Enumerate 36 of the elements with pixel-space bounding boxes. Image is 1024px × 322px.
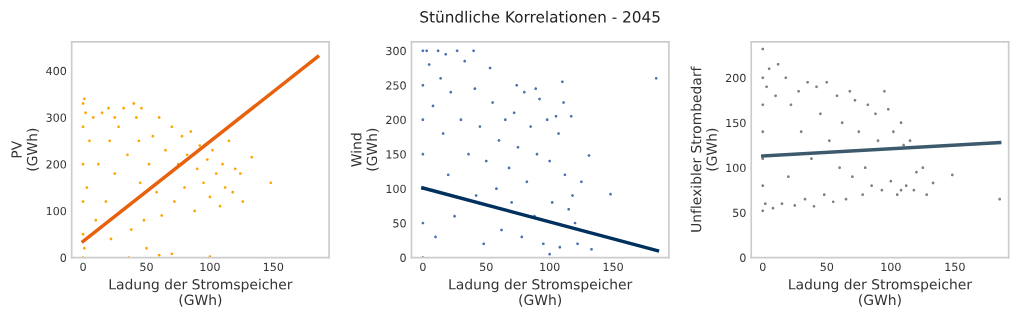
y-tick-label: 100 [386,184,406,194]
y-tick-label: 100 [726,163,746,173]
x-tick-label: 100 [540,262,560,272]
chart-title: Stündliche Korrelationen - 2045 [420,10,660,23]
y-tick-label: 0 [60,253,67,262]
x-tick-label: 100 [881,262,901,272]
x-axis-title: Ladung der Stromspeicher (GWh) [449,278,633,307]
y-tick-label: 0 [400,253,406,262]
x-tick-label: 0 [759,262,766,272]
x-tick-label: 0 [80,262,86,272]
y-tick-label: 200 [725,73,746,83]
x-tick-label: 150 [603,262,623,272]
y-tick-label: 300 [46,113,67,122]
y-axis-title: Wind (GWh) [350,128,379,171]
x-tick-label: 50 [480,262,493,272]
x-tick-label: 0 [420,262,426,272]
x-axis-title: Ladung der Stromspeicher (GWh) [789,278,973,307]
y-tick-label: 150 [726,118,746,128]
y-tick-label: 50 [393,219,406,228]
y-tick-label: 250 [386,81,406,90]
y-tick-label: 100 [46,206,67,216]
y-tick-label: 200 [46,160,67,169]
x-axis-title: Ladung der Stromspeicher (GWh) [109,278,293,307]
x-tick-label: 50 [820,262,834,272]
y-tick-label: 200 [386,115,406,125]
y-tick-label: 150 [386,150,406,159]
y-axis-title: Unflexibler Strombedarf (GWh) [690,66,719,232]
x-tick-label: 150 [945,262,965,272]
y-tick-label: 50 [733,208,746,218]
y-tick-label: 0 [740,253,746,262]
x-tick-label: 100 [200,262,220,272]
y-axis-title: PV (GWh) [11,128,39,171]
x-tick-label: 150 [263,262,284,272]
x-tick-label: 50 [140,262,153,272]
y-tick-label: 300 [386,46,406,56]
y-tick-label: 400 [46,66,67,76]
